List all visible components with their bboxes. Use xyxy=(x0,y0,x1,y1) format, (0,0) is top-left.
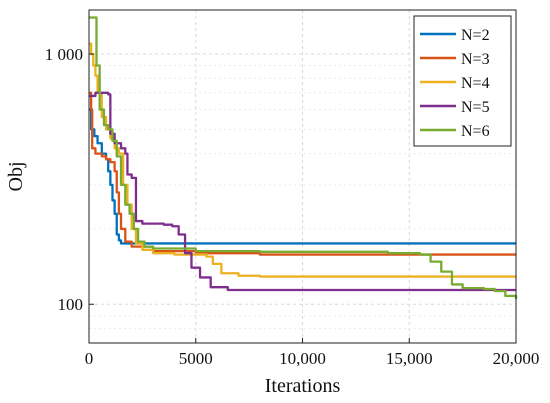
legend-label: N=4 xyxy=(461,75,490,92)
y-axis-label: Obj xyxy=(5,162,27,192)
legend-label: N=3 xyxy=(461,51,490,68)
axis-ticks: 0 5000 10,000 15,000 20,000 100 1 000 xyxy=(45,45,540,368)
series-line-5 xyxy=(89,16,518,299)
legend: N=2 N=3 N=4 N=5 N=6 xyxy=(413,15,512,147)
y-tick-label: 1 000 xyxy=(45,45,83,64)
legend-label: N=5 xyxy=(461,99,490,116)
series-line-3 xyxy=(89,42,516,278)
series-line-1 xyxy=(89,108,516,245)
legend-label: N=2 xyxy=(461,27,490,44)
x-tick-label: 0 xyxy=(85,349,94,368)
series-lines xyxy=(89,16,518,299)
legend-label: N=6 xyxy=(461,123,490,140)
x-axis-label: Iterations xyxy=(265,375,341,397)
x-tick-label: 15,000 xyxy=(386,349,433,368)
x-tick-label: 5000 xyxy=(179,349,213,368)
y-tick-label: 100 xyxy=(58,295,84,314)
x-tick-label: 10,000 xyxy=(279,349,326,368)
series-line-4 xyxy=(89,91,516,292)
x-tick-label: 20,000 xyxy=(493,349,540,368)
